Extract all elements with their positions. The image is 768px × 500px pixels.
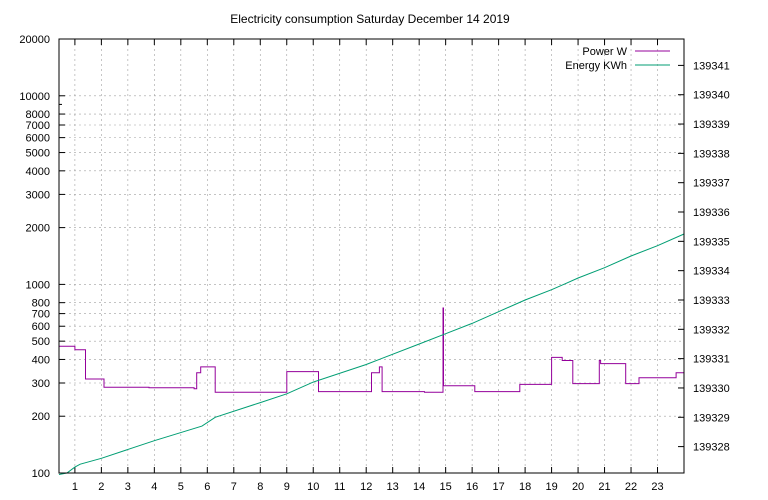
tick-layer: 1 2 3 4 5 6 7 8 9 10 11 12 13 14 15 16 17 18 19 20 21 22 23100… <box>19 34 729 493</box>
y-left-tick-label: 700 <box>32 309 50 321</box>
y-left-tick-label: 3000 <box>26 189 50 201</box>
x-tick-label: 10 <box>307 481 319 493</box>
y-left-tick-label: 8000 <box>26 109 50 121</box>
x-tick-label: 9 <box>284 481 290 493</box>
legend-label-energy: Energy KWh <box>565 60 627 72</box>
x-tick-label: 4 <box>151 481 157 493</box>
x-tick-label: 18 <box>519 481 531 493</box>
x-tick-label: 14 <box>413 481 425 493</box>
y-left-tick-label: 20000 <box>19 34 50 46</box>
series-power-line <box>59 307 684 393</box>
grid-layer <box>59 39 684 473</box>
series-layer <box>58 233 685 475</box>
x-tick-label: 21 <box>598 481 610 493</box>
y-left-tick-label: 6000 <box>26 133 50 145</box>
x-tick-label: 12 <box>360 481 372 493</box>
x-tick-label: 19 <box>545 481 557 493</box>
y-right-tick-label: 139335 <box>693 236 730 248</box>
y-left-tick-label: 4000 <box>26 166 50 178</box>
y-left-tick-label: 200 <box>32 411 50 423</box>
y-right-tick-label: 139340 <box>693 90 730 102</box>
y-right-tick-label: 139341 <box>693 60 730 72</box>
y-left-tick-label: 7000 <box>26 120 50 132</box>
y-right-tick-label: 139333 <box>693 295 730 307</box>
y-left-tick-label: 5000 <box>26 148 50 160</box>
y-right-tick-label: 139334 <box>693 266 730 278</box>
y-left-tick-label: 1000 <box>26 279 50 291</box>
x-tick-label: 7 <box>231 481 237 493</box>
x-tick-label: 1 <box>72 481 78 493</box>
y-right-tick-label: 139329 <box>693 412 730 424</box>
x-tick-label: 11 <box>334 481 345 493</box>
x-tick-label: 3 <box>125 481 131 493</box>
y-left-tick-label: 10000 <box>19 91 50 103</box>
x-tick-label: 15 <box>440 481 452 493</box>
y-right-tick-label: 139330 <box>693 383 730 395</box>
x-tick-label: 2 <box>98 481 104 493</box>
y-right-tick-label: 139338 <box>693 148 730 160</box>
plot-frame <box>58 38 685 474</box>
x-tick-label: 13 <box>387 481 399 493</box>
y-right-tick-label: 139332 <box>693 324 730 336</box>
x-tick-label: 22 <box>625 481 637 493</box>
x-tick-label: 20 <box>572 481 584 493</box>
y-left-tick-label: 300 <box>32 378 50 390</box>
x-tick-label: 17 <box>492 481 504 493</box>
y-left-tick-label: 100 <box>32 468 50 480</box>
y-right-tick-label: 139328 <box>693 442 730 454</box>
y-left-tick-label: 600 <box>32 321 50 333</box>
x-tick-label: 23 <box>651 481 663 493</box>
chart-title: Electricity consumption Saturday Decembe… <box>230 12 510 26</box>
y-right-tick-label: 139336 <box>693 207 730 219</box>
legend-label-power: Power W <box>582 46 627 58</box>
x-tick-label: 16 <box>466 481 478 493</box>
y-right-tick-label: 139331 <box>693 354 730 366</box>
x-tick-label: 6 <box>204 481 210 493</box>
y-right-tick-label: 139339 <box>693 119 730 131</box>
y-left-tick-label: 2000 <box>26 223 50 235</box>
x-tick-label: 5 <box>178 481 184 493</box>
y-left-tick-label: 800 <box>32 298 50 310</box>
y-left-tick-label: 500 <box>32 336 50 348</box>
y-right-tick-label: 139337 <box>693 178 730 190</box>
legend: Power W Energy KWh <box>565 46 670 72</box>
x-tick-label: 8 <box>257 481 263 493</box>
y-left-tick-label: 400 <box>32 354 50 366</box>
series-energy-line <box>58 233 685 475</box>
